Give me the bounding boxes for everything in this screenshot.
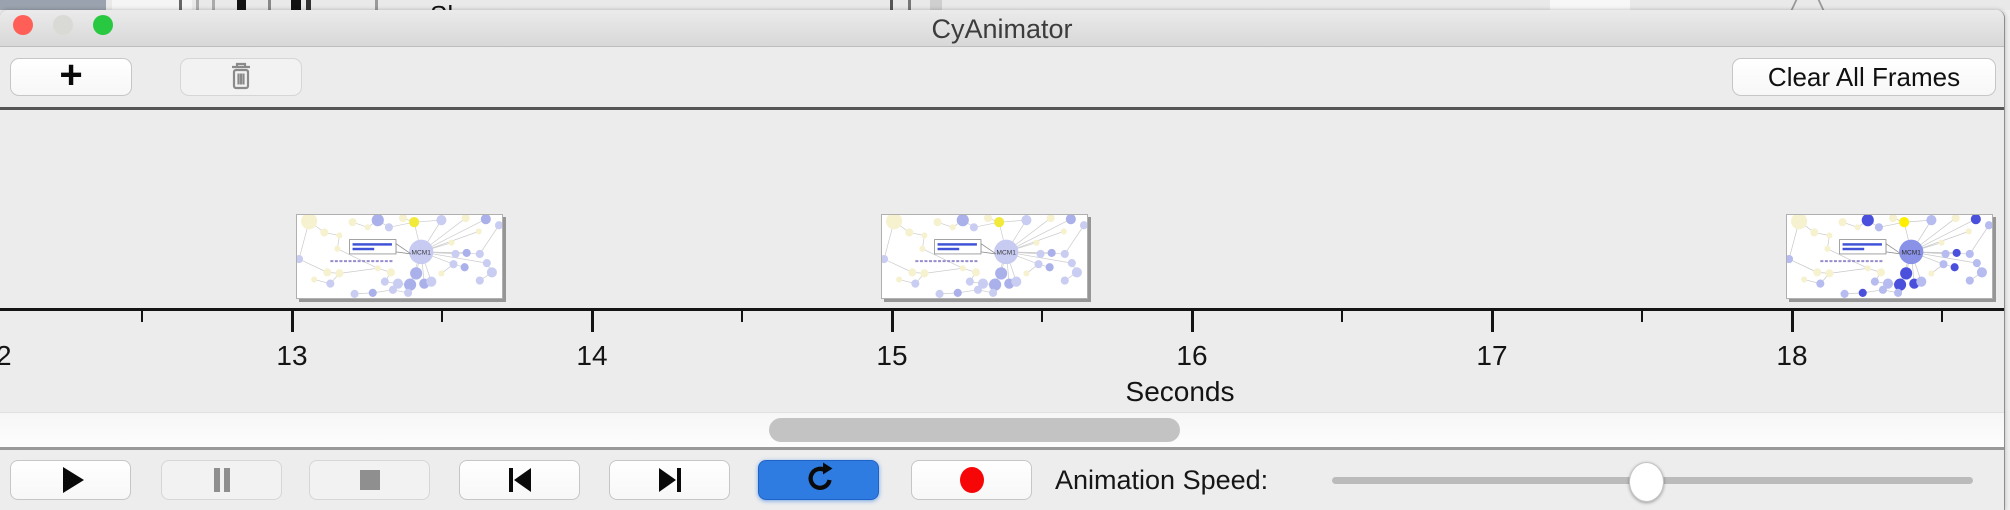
ruler-unit-label: Seconds [1125, 376, 1235, 407]
ruler-minor-tick [1941, 311, 1943, 322]
toolbar: + Clear All Frames [0, 47, 2004, 107]
animation-speed-label: Animation Speed: [1055, 465, 1269, 495]
record-icon [959, 467, 984, 493]
clear-all-frames-label: Clear All Frames [1767, 61, 1961, 92]
pause-icon [213, 468, 230, 492]
loop-button[interactable] [758, 460, 879, 500]
background-window-fragment [179, 0, 182, 10]
ruler-tick-label: 13 [276, 340, 308, 371]
ruler-major-tick [591, 311, 594, 332]
frame-thumbnail[interactable]: MCM1 [1786, 214, 1993, 299]
skip-to-start-icon [508, 468, 531, 492]
background-window-fragment [908, 0, 911, 10]
timeline-scrollbar-thumb[interactable] [769, 418, 1180, 442]
ruler-tick-label: 16 [1176, 340, 1208, 371]
ruler-tick-label: 14 [576, 340, 608, 371]
playback-control-bar: Animation Speed: [0, 450, 2004, 510]
background-window-fragment [1790, 0, 1798, 10]
play-icon [62, 467, 84, 493]
loop-icon [808, 462, 832, 490]
skip-to-start-button[interactable] [459, 460, 580, 500]
plus-icon: + [59, 53, 83, 97]
ruler-tick-label: 17 [1476, 340, 1508, 371]
frame-thumbnail[interactable]: MCM1 [881, 214, 1088, 299]
ruler-minor-tick [1341, 311, 1343, 322]
background-window-strip: Shape [0, 0, 2010, 10]
ruler-major-tick [291, 311, 294, 332]
frame-thumbnail[interactable]: MCM1 [296, 214, 503, 299]
ruler-major-tick [1491, 311, 1494, 332]
title-bar[interactable]: CyAnimator [0, 10, 2004, 47]
thumbnail-node-label: MCM1 [1902, 249, 1922, 256]
zoom-window-button[interactable] [93, 15, 113, 35]
background-shape-label: Shape [430, 0, 590, 10]
skip-to-end-icon [658, 468, 681, 492]
ruler: 12 13 14 15 16 17 18 [0, 110, 2004, 410]
background-window-fragment [0, 0, 106, 10]
ruler-tick-label: 15 [876, 340, 908, 371]
ruler-major-tick [1791, 311, 1794, 332]
cyanimator-window: CyAnimator + Clear All Frames [0, 10, 2005, 510]
skip-to-end-button[interactable] [609, 460, 730, 500]
ruler-major-tick [891, 311, 894, 332]
ruler-minor-tick [1041, 311, 1043, 322]
background-window-fragment [1550, 0, 1630, 10]
background-window-fragment [291, 0, 301, 10]
timeline-track[interactable]: 12 13 14 15 16 17 18 Seconds MCM1 MCM1 MCM1 [0, 110, 2004, 410]
background-window-fragment [930, 0, 942, 10]
ruler-minor-tick [1641, 311, 1643, 322]
stop-icon [359, 470, 380, 490]
delete-frame-button[interactable] [180, 58, 302, 96]
background-window-fragment [1817, 0, 1825, 10]
ruler-tick-label: 18 [1776, 340, 1808, 371]
ruler-minor-tick [741, 311, 743, 322]
ruler-line [0, 308, 2004, 311]
background-window-fragment [268, 0, 271, 10]
background-window-fragment [890, 0, 893, 10]
window-title: CyAnimator [931, 14, 1073, 44]
thumbnail-node-label: MCM1 [412, 249, 432, 256]
minimize-window-button[interactable] [53, 15, 73, 35]
background-window-fragment [375, 0, 378, 10]
background-window-fragment [112, 0, 192, 10]
background-window-fragment [196, 0, 199, 10]
ruler-major-tick [1191, 311, 1194, 332]
timeline-scrollbar-track[interactable] [0, 412, 2004, 447]
thumbnail-node-label: MCM1 [997, 249, 1017, 256]
ruler-minor-tick [141, 311, 143, 322]
ruler-tick-label: 12 [0, 340, 26, 372]
toolbar-separator [0, 107, 2004, 110]
add-frame-button[interactable]: + [10, 53, 132, 97]
ruler-minor-tick [441, 311, 443, 322]
play-button[interactable] [10, 460, 131, 500]
background-window-fragment [212, 0, 215, 10]
close-window-button[interactable] [13, 15, 33, 35]
background-window-fragment [237, 0, 246, 10]
trash-icon [232, 62, 250, 90]
animation-speed-slider-thumb[interactable] [1629, 462, 1664, 502]
background-window-fragment [306, 0, 311, 10]
clear-all-frames-button[interactable]: Clear All Frames [1732, 58, 1996, 96]
record-button[interactable] [911, 460, 1032, 500]
pause-button[interactable] [161, 460, 282, 500]
stop-button[interactable] [309, 460, 430, 500]
controls-separator [0, 447, 2004, 450]
